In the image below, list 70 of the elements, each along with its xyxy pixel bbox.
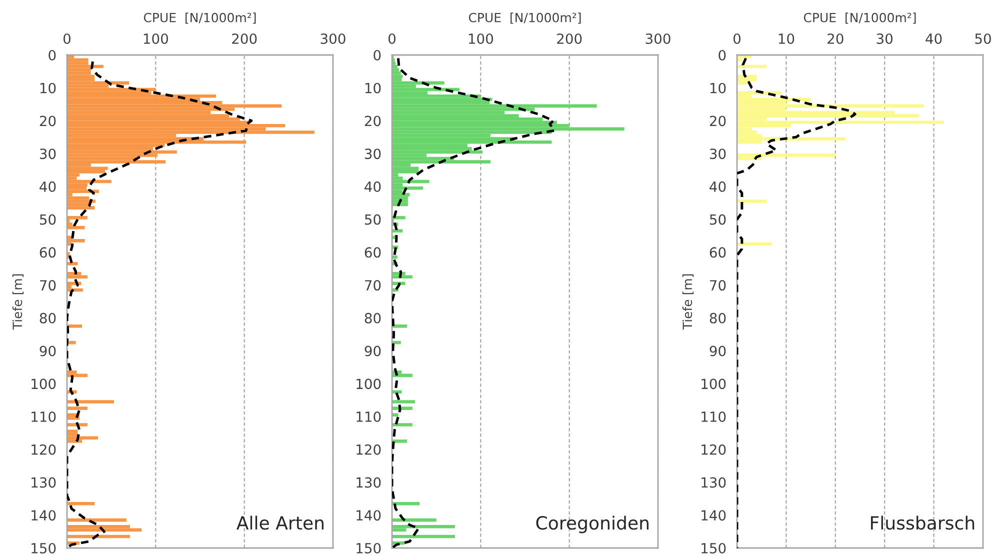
y-tick-label: 110 <box>356 412 381 422</box>
y-tick-label: 110 <box>32 412 56 422</box>
y-tick-label: 140 <box>32 510 56 521</box>
y-tick-label: 130 <box>702 477 726 488</box>
x-tick-label: 0 <box>63 33 70 44</box>
x-tick-label: 100 <box>468 33 493 44</box>
y-tick-label: 150 <box>702 542 726 554</box>
y-axis-title: Tiefe [m] <box>682 274 694 330</box>
y-tick-label: 30 <box>40 148 56 160</box>
x-tick-label: 10 <box>778 33 794 44</box>
annotation: Flussbarsch <box>871 516 974 530</box>
y-tick-label: 10 <box>365 82 381 94</box>
y-tick-label: 150 <box>356 542 381 554</box>
y-tick-label: 0 <box>48 50 56 60</box>
x-tick-label: 20 <box>828 33 844 44</box>
x-axis-title: CPUE [N/1000m²] <box>468 12 581 24</box>
x-axis-title: CPUE [N/1000m²] <box>804 12 916 24</box>
y-tick-label: 20 <box>710 116 726 126</box>
y-axis-title: Tiefe [m] <box>12 274 24 330</box>
x-tick-label: 40 <box>926 33 942 44</box>
y-tick-label: 80 <box>364 312 381 324</box>
y-tick-label: 150 <box>32 542 56 554</box>
y-tick-label: 140 <box>702 510 726 521</box>
y-tick-label: 30 <box>710 148 726 160</box>
y-tick-label: 60 <box>710 247 726 258</box>
y-tick-label: 80 <box>710 312 726 324</box>
y-tick-label: 100 <box>356 378 381 390</box>
y-tick-label: 90 <box>364 346 381 356</box>
x-tick-label: 200 <box>557 33 582 44</box>
x-tick-label: 200 <box>232 33 257 44</box>
y-tick-label: 20 <box>364 116 381 126</box>
y-tick-label: 100 <box>32 378 56 390</box>
y-tick-label: 40 <box>710 181 726 192</box>
y-tick-label: 0 <box>374 50 381 60</box>
y-tick-label: 100 <box>702 378 726 390</box>
y-tick-label: 30 <box>364 148 381 160</box>
y-tick-label: 80 <box>40 312 56 324</box>
y-tick-label: 50 <box>364 214 381 225</box>
y-tick-label: 10 <box>710 82 726 94</box>
x-tick-label: 300 <box>320 33 346 44</box>
annotation: Coregoniden <box>536 516 648 534</box>
y-tick-label: 50 <box>710 214 726 225</box>
y-tick-label: 60 <box>40 247 56 258</box>
annotation: Alle Arten <box>236 516 324 530</box>
y-tick-label: 120 <box>702 444 726 455</box>
x-tick-label: 100 <box>144 33 168 44</box>
y-tick-label: 90 <box>40 346 56 356</box>
y-tick-label: 40 <box>40 181 56 192</box>
x-tick-label: 30 <box>876 33 893 44</box>
x-axis-title: CPUE [N/1000m²] <box>144 12 256 24</box>
y-tick-label: 40 <box>364 181 381 192</box>
y-tick-label: 90 <box>710 346 726 356</box>
x-tick-label: 0 <box>388 33 396 44</box>
y-tick-label: 140 <box>356 510 381 521</box>
y-tick-label: 10 <box>40 82 56 94</box>
x-tick-label: 50 <box>975 33 991 44</box>
y-tick-label: 130 <box>356 477 381 488</box>
y-tick-label: 20 <box>40 116 56 126</box>
y-tick-label: 110 <box>702 412 726 422</box>
y-tick-label: 70 <box>40 280 56 291</box>
y-tick-label: 120 <box>356 444 381 455</box>
x-tick-label: 0 <box>733 33 740 44</box>
y-tick-label: 70 <box>710 280 726 291</box>
y-tick-label: 60 <box>364 247 381 258</box>
y-tick-label: 50 <box>40 214 56 225</box>
y-tick-label: 70 <box>365 280 381 291</box>
y-tick-label: 130 <box>32 477 56 488</box>
x-tick-label: 300 <box>646 33 670 44</box>
y-tick-label: 120 <box>32 444 56 455</box>
y-tick-label: 0 <box>718 50 726 60</box>
